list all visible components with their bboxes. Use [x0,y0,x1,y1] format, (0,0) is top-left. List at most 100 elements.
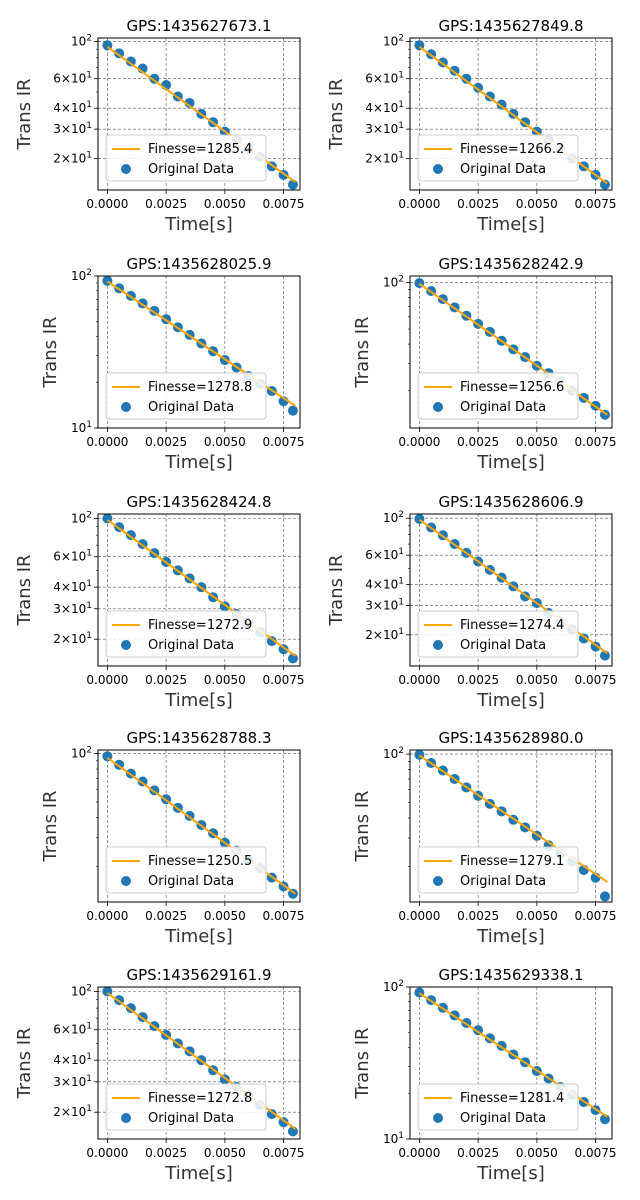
legend-label-fit: Finesse=1281.4 [460,1091,564,1106]
x-tick-label: 0.0025 [457,1146,499,1160]
x-tick-label: 0.0075 [575,1146,617,1160]
y-tick-label: 3×101 [53,121,92,136]
legend: Finesse=1274.4 Original Data [417,610,579,658]
legend-marker-swatch [121,164,131,174]
y-tick-label: 2×101 [365,151,404,166]
y-tick-label: 4×101 [53,100,92,115]
y-tick-label: 6×101 [365,547,404,562]
legend-box [417,134,579,182]
x-axis-label: Time[s] [164,1163,232,1184]
x-tick-label: 0.0025 [145,435,187,449]
subplot-title: GPS:1435628606.9 [439,493,584,511]
subplot-3: GPS:1435628025.9 0.0000 0.0025 0.0050 0.0075… [40,255,305,473]
y-tick-label: 102 [71,983,92,998]
y-tick-label: 101 [383,1131,404,1146]
data-point [287,653,298,664]
x-axis-label: Time[s] [476,926,544,947]
legend-marker-swatch [433,402,443,412]
x-tick-label: 0.0025 [145,1146,187,1160]
x-tick-label: 0.0025 [457,197,499,211]
subplot-title: GPS:1435627849.8 [439,17,584,35]
x-tick-label: 0.0075 [263,909,305,923]
subplot-title: GPS:1435629161.9 [127,966,272,984]
x-tick-label: 0.0025 [457,435,499,449]
y-axis-label: Trans IR [326,554,347,626]
subplot-title: GPS:1435628788.3 [127,729,272,747]
y-axis-label: Trans IR [326,78,347,150]
x-tick-label: 0.0050 [204,673,246,687]
data-point [599,179,610,190]
x-tick-label: 0.0000 [398,197,440,211]
x-tick-label: 0.0075 [263,1146,305,1160]
x-tick-label: 0.0000 [398,909,440,923]
x-tick-label: 0.0000 [86,197,128,211]
y-tick-label: 102 [383,274,404,289]
y-tick-label: 3×101 [365,597,404,612]
subplot-10: GPS:1435629338.1 0.0000 0.0025 0.0050 0.0075… [352,966,617,1184]
legend-label-data: Original Data [148,400,234,415]
subplot-6: GPS:1435628606.9 0.0000 0.0025 0.0050 0.0075… [326,493,617,711]
legend: Finesse=1279.1 Original Data [417,846,579,894]
legend: Finesse=1250.5 Original Data [105,846,267,894]
data-point [125,56,136,67]
x-tick-label: 0.0050 [516,197,558,211]
y-tick-label: 3×101 [53,1074,92,1089]
legend: Finesse=1272.8 Original Data [105,1083,267,1131]
x-axis-label: Time[s] [164,926,232,947]
y-tick-label: 2×101 [365,627,404,642]
x-tick-label: 0.0025 [457,909,499,923]
plot-frame [97,749,301,903]
x-tick-label: 0.0075 [263,435,305,449]
x-tick-label: 0.0075 [575,435,617,449]
y-tick-label: 4×101 [53,579,92,594]
y-tick-label: 102 [383,34,404,49]
legend-marker-swatch [121,876,131,886]
legend-label-data: Original Data [148,1111,234,1126]
y-axis-label: Trans IR [352,316,373,388]
x-axis-label: Time[s] [164,452,232,473]
data-point [266,636,277,647]
y-tick-label: 6×101 [53,549,92,564]
plot-frame [409,37,613,191]
legend-marker-swatch [121,402,131,412]
x-tick-label: 0.0050 [516,909,558,923]
x-tick-label: 0.0050 [204,435,246,449]
y-tick-label: 102 [71,510,92,525]
legend-box [417,1083,579,1131]
legend-label-fit: Finesse=1250.5 [148,854,252,869]
subplot-8: GPS:1435628980.0 0.0000 0.0025 0.0050 0.0075… [352,729,617,947]
x-tick-label: 0.0000 [86,673,128,687]
subplot-title: GPS:1435628424.8 [127,493,272,511]
plot-frame [409,513,613,667]
legend-label-fit: Finesse=1274.4 [460,618,564,633]
y-tick-label: 2×101 [53,1104,92,1119]
legend-box [417,846,579,894]
y-axis-label: Trans IR [14,554,35,626]
x-tick-label: 0.0050 [516,673,558,687]
x-tick-label: 0.0000 [398,435,440,449]
data-point [461,73,472,84]
legend-box [105,610,267,658]
legend: Finesse=1266.2 Original Data [417,134,579,182]
y-tick-label: 102 [71,268,92,283]
x-tick-label: 0.0000 [398,1146,440,1160]
legend-marker-swatch [433,1113,443,1123]
legend-marker-swatch [121,640,131,650]
subplot-9: GPS:1435629161.9 0.0000 0.0025 0.0050 0.0075… [14,966,305,1184]
legend-label-fit: Finesse=1272.8 [148,1091,252,1106]
x-axis-label: Time[s] [164,690,232,711]
data-point [287,405,298,416]
y-tick-label: 6×101 [53,1022,92,1037]
subplot-title: GPS:1435629338.1 [439,966,584,984]
x-tick-label: 0.0075 [575,909,617,923]
subplot-1: GPS:1435627673.1 0.0000 0.0025 0.0050 0.0075… [14,17,305,235]
x-tick-label: 0.0075 [575,673,617,687]
y-tick-label: 4×101 [365,100,404,115]
x-tick-label: 0.0075 [575,197,617,211]
legend-box [105,372,267,420]
legend-label-data: Original Data [460,400,546,415]
y-tick-label: 102 [383,979,404,994]
y-axis-label: Trans IR [14,1027,35,1099]
x-axis-label: Time[s] [164,214,232,235]
x-tick-label: 0.0025 [457,673,499,687]
